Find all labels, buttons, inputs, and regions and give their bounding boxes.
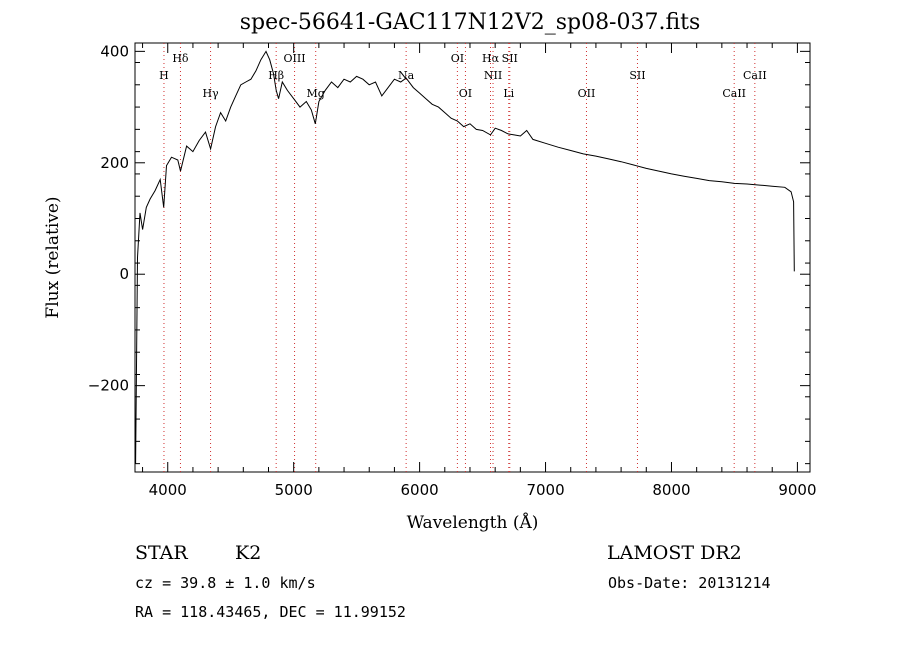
x-tick-label: 8000 [652,481,690,499]
x-tick-label: 6000 [401,481,439,499]
line-label: H [159,69,169,82]
y-tick-label: 200 [100,154,129,172]
line-label: CaII [743,69,767,82]
y-tick-label: −200 [88,377,129,395]
x-tick-label: 4000 [149,481,187,499]
line-label: Li [503,87,514,100]
line-label: OI [459,87,472,100]
x-tick-label: 5000 [275,481,313,499]
survey-name: LAMOST DR2 [607,542,742,564]
line-label: Hβ [268,69,284,82]
observation-date: Obs-Date: 20131214 [608,574,771,592]
line-label: OI [451,52,464,65]
y-axis-label: Flux (relative) [43,196,63,318]
object-class: STAR [135,542,188,564]
line-label: SII [502,52,518,65]
spectrum-line [135,50,795,464]
line-label: OII [578,87,596,100]
object-subclass: K2 [235,542,262,564]
x-axis-label: Wavelength (Å) [407,512,539,533]
redshift-cz: cz = 39.8 ± 1.0 km/s [135,574,316,592]
chart-title: spec-56641-GAC117N12V2_sp08-037.fits [239,10,701,35]
line-label: CaII [722,87,746,100]
y-tick-label: 0 [119,265,129,283]
y-tick-label: 400 [100,42,129,60]
plot-frame [134,42,811,473]
line-label: NII [484,69,502,82]
line-label: Mg [307,87,325,100]
ra-dec: RA = 118.43465, DEC = 11.99152 [135,603,406,621]
line-label: Hγ [202,87,219,100]
x-tick-label: 7000 [526,481,564,499]
line-label: Hδ [172,52,189,65]
line-label: Hα [482,52,500,65]
line-label: Na [398,69,415,82]
line-label: OIII [284,52,306,65]
x-tick-label: 9000 [778,481,816,499]
line-label: SII [629,69,645,82]
